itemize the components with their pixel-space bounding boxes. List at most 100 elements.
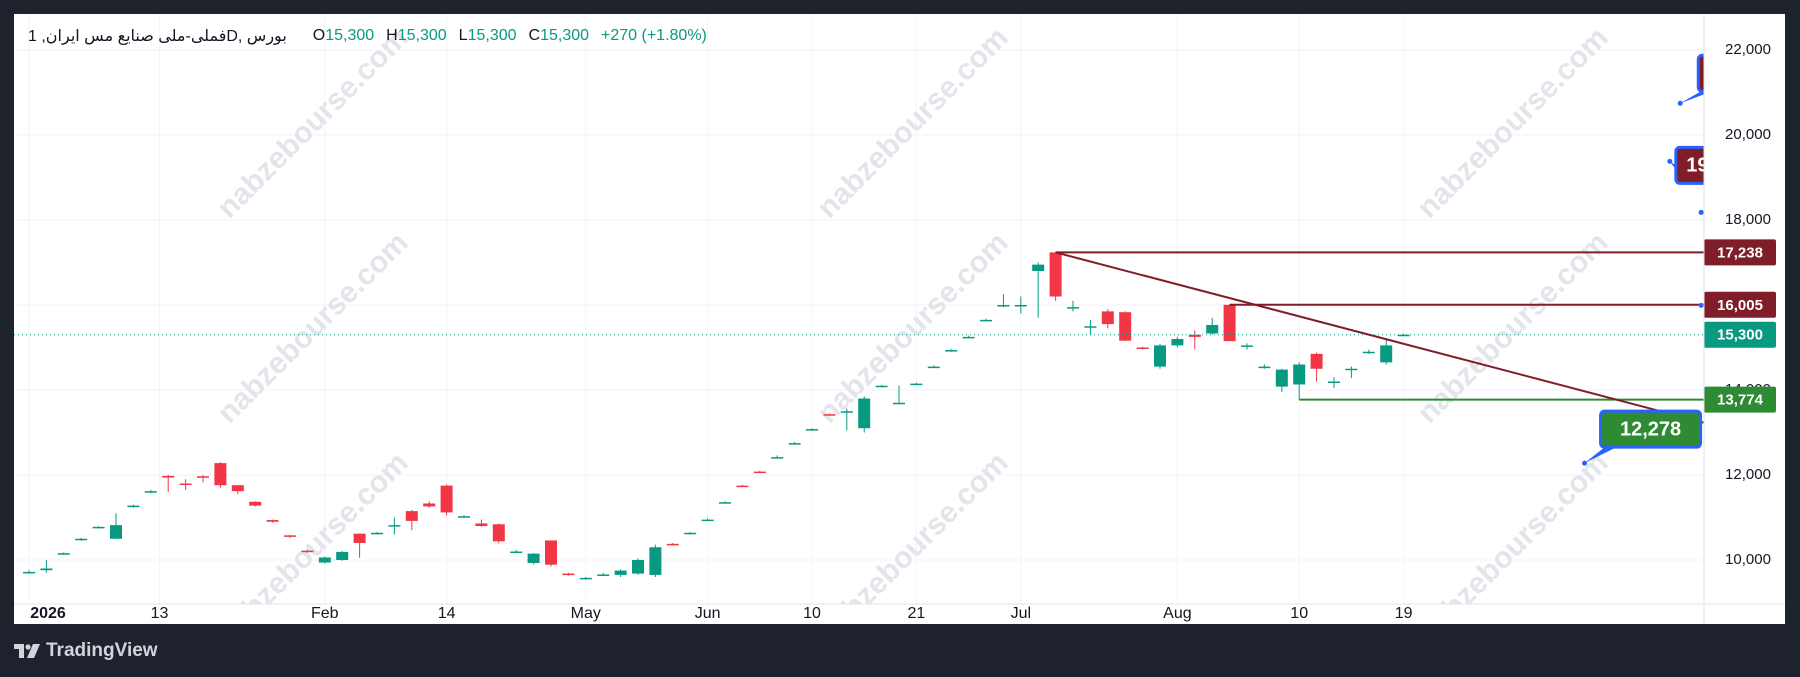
- axes: 10,00012,00014,00016,00018,00020,00022,0…: [14, 14, 1785, 624]
- y-tick-label: 10,000: [1725, 551, 1771, 568]
- candle-body: [1032, 264, 1045, 271]
- candle-body: [266, 520, 279, 522]
- candle-body: [231, 485, 244, 492]
- candle-body: [492, 524, 505, 542]
- candle-body: [1067, 307, 1079, 309]
- candle-body: [632, 560, 644, 574]
- chart-frame: nabzebourse.com nabzebourse.com nabzebours…: [14, 14, 1785, 624]
- candle-body: [875, 385, 888, 388]
- candle-body: [336, 551, 349, 560]
- watermark-text: nabzebourse.com: [811, 21, 1015, 225]
- candle-body: [179, 483, 192, 485]
- candle-body: [684, 532, 697, 535]
- candle-body: [1014, 305, 1027, 307]
- candle-body: [144, 491, 157, 493]
- price-chart[interactable]: nabzebourse.comnabzebourse.comnabzebours…: [14, 14, 1785, 624]
- candle-body: [1154, 345, 1166, 367]
- x-tick-label: Feb: [311, 605, 339, 622]
- candle-body: [614, 570, 627, 575]
- candle-body: [736, 485, 749, 488]
- symbol-legend: فملی-ملی صنایع مس ایران, 1D, بورس O 15,30…: [28, 26, 707, 46]
- candle-body: [840, 411, 853, 413]
- candle-body: [388, 525, 401, 527]
- candle-body: [214, 463, 227, 486]
- x-tick-label: 10: [1290, 605, 1308, 622]
- callout-anchor: [1677, 100, 1683, 106]
- tradingview-brand[interactable]: TradingView: [14, 640, 158, 662]
- axis-price-tag-label: 13,774: [1717, 392, 1764, 409]
- tradingview-logo-icon: [14, 644, 40, 658]
- candle-body: [701, 519, 714, 522]
- candle-body: [1258, 366, 1271, 369]
- candle-body: [1380, 345, 1393, 363]
- candles: [23, 252, 1410, 580]
- callout-anchor: [1667, 158, 1673, 164]
- candle-body: [440, 485, 453, 513]
- candle-body: [475, 523, 488, 526]
- x-tick-label: 21: [908, 605, 926, 622]
- candle-body: [371, 532, 383, 535]
- candle-body: [1188, 334, 1201, 337]
- candle-body: [1275, 369, 1288, 387]
- callout-label: 12,278: [1620, 418, 1681, 440]
- callout-box: [1599, 409, 1703, 449]
- candle-body: [997, 305, 1010, 307]
- watermark-text: nabzebourse.com: [811, 446, 1015, 624]
- candle-body: [75, 538, 88, 541]
- candle-body: [719, 502, 731, 504]
- callout-anchor: [1582, 460, 1588, 466]
- candle-body: [1362, 351, 1375, 354]
- candle-body: [249, 501, 262, 506]
- candle-body: [1310, 353, 1323, 369]
- candle-body: [910, 383, 923, 386]
- candle-body: [771, 457, 784, 459]
- y-tick-label: 12,000: [1725, 466, 1771, 483]
- candle-body: [57, 553, 70, 555]
- y-tick-label: 20,000: [1725, 126, 1771, 143]
- candle-body: [579, 577, 592, 580]
- candle-body: [301, 550, 314, 553]
- candle-body: [23, 571, 35, 574]
- candle-body: [110, 525, 122, 539]
- x-tick-label: Aug: [1163, 605, 1191, 622]
- candle-body: [1345, 368, 1358, 371]
- axis-price-tag-label: 17,238: [1717, 244, 1763, 261]
- candle-body: [1206, 324, 1219, 334]
- candle-body: [666, 543, 679, 546]
- candle-body: [545, 540, 557, 565]
- candle-body: [823, 414, 836, 416]
- candle-body: [40, 568, 53, 571]
- candle-body: [649, 547, 662, 575]
- candle-body: [353, 533, 366, 543]
- candle-body: [1328, 381, 1340, 383]
- candle-body: [962, 336, 975, 339]
- candle-body: [92, 526, 105, 529]
- x-tick-label: 19: [1395, 605, 1413, 622]
- watermark-text: nabzebourse.com: [211, 226, 415, 430]
- watermark-text: nabzebourse.com: [211, 21, 415, 225]
- candle-body: [927, 366, 940, 369]
- grid: [14, 14, 1704, 604]
- axis-price-tag: [1704, 386, 1776, 413]
- callout-pointer: [1584, 444, 1623, 464]
- candle-body: [753, 471, 766, 474]
- candle-body: [806, 429, 818, 431]
- candle-body: [423, 503, 436, 507]
- candle-body: [527, 553, 540, 563]
- candle-body: [1293, 364, 1306, 385]
- watermark-text: nabzebourse.com: [211, 446, 415, 624]
- time-axis: [14, 604, 1704, 624]
- x-tick-label: 2026: [30, 605, 66, 622]
- change-value: +270 (+1.80%): [601, 27, 707, 44]
- x-tick-label: 13: [151, 605, 169, 622]
- candle-body: [562, 573, 575, 576]
- axis-price-tag: [1704, 321, 1776, 348]
- low-value: 15,300: [467, 27, 517, 44]
- x-tick-label: Jun: [695, 605, 721, 622]
- callout-anchor: [1698, 302, 1704, 308]
- axis-price-tag: [1704, 239, 1776, 266]
- x-tick-label: May: [571, 605, 601, 622]
- candle-body: [945, 350, 958, 352]
- candle-body: [1049, 252, 1062, 297]
- candle-body: [980, 319, 992, 322]
